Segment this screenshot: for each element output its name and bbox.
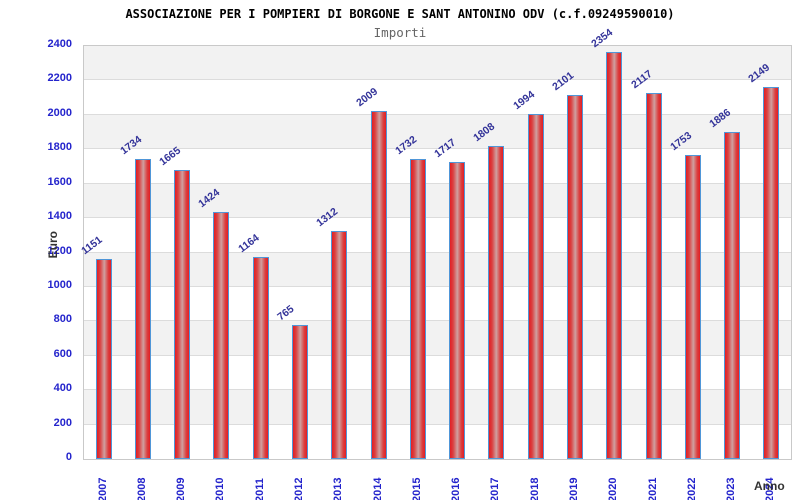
y-tick-label: 2200 (47, 72, 72, 85)
bar-2011 (252, 256, 269, 459)
y-tick-label: 1600 (47, 175, 72, 188)
chart-subtitle: Importi (373, 25, 427, 40)
x-tick-label: 2007 (96, 477, 109, 500)
y-tick-label: 800 (53, 313, 72, 326)
bar-2007 (95, 258, 112, 459)
bar-2016 (449, 161, 466, 459)
grid-band (84, 252, 791, 287)
bar-2008 (134, 158, 151, 459)
y-tick-label: 2400 (47, 38, 72, 50)
x-tick-label: 2020 (607, 477, 620, 500)
x-tick-label: 2012 (293, 477, 306, 500)
grid-band (84, 390, 791, 425)
x-tick-label: 2022 (685, 477, 698, 500)
gridline (84, 423, 791, 425)
gridline (84, 285, 791, 287)
grid-band (84, 218, 791, 253)
x-axis-title: Anno (754, 479, 785, 493)
x-tick-label: 2019 (567, 477, 580, 500)
grid-band (84, 183, 791, 219)
y-tick-label: 200 (53, 416, 72, 429)
y-tick-label: 2000 (47, 106, 72, 119)
grid-band (84, 424, 791, 459)
bar-2021 (645, 92, 662, 459)
gridline (84, 354, 791, 356)
grid-band (84, 355, 791, 391)
x-tick-label: 2008 (135, 477, 148, 500)
grid-band (84, 114, 791, 150)
grid-band (84, 286, 791, 322)
gridline (84, 389, 791, 391)
plot-area: 1151 1734 1665 1424 1164 765 1312 2009 1732 1717 1… (79, 26, 792, 460)
x-tick-label: 2009 (175, 477, 188, 500)
x-tick-label: 2016 (450, 477, 463, 500)
bar-2017 (488, 145, 505, 459)
y-axis-title: Euro (46, 231, 60, 259)
x-tick-label: 2010 (214, 477, 227, 500)
bar-2009 (174, 170, 191, 459)
bar-2022 (684, 155, 701, 459)
y-tick-label: 400 (53, 382, 72, 395)
y-tick-label: 1400 (47, 210, 72, 223)
x-tick-label: 2023 (725, 477, 738, 500)
x-tick-label: 2011 (253, 478, 266, 500)
bar-2023 (724, 132, 741, 459)
x-tick-label: 2018 (528, 477, 541, 500)
bar-2019 (566, 95, 583, 459)
bar-2024 (763, 87, 780, 459)
gridline (84, 251, 791, 253)
gridline (84, 217, 791, 219)
grid-band (84, 321, 791, 356)
bar-2012 (292, 325, 309, 459)
bar-2013 (331, 231, 348, 459)
bar-2015 (409, 158, 426, 459)
x-tick-label: 2013 (332, 477, 345, 500)
y-tick-label: 1200 (47, 244, 72, 257)
gridline (84, 320, 791, 322)
gridline (84, 182, 791, 184)
x-tick-label: 2021 (646, 477, 659, 500)
y-tick-label: 1800 (47, 141, 72, 154)
bar-2020 (606, 51, 623, 459)
gridline (84, 79, 791, 81)
x-tick-label: 2015 (410, 477, 423, 500)
bar-2018 (527, 113, 544, 459)
grid-band (84, 80, 791, 115)
x-tick-label: 2014 (371, 477, 384, 500)
gridline (84, 113, 791, 115)
gridline (84, 148, 791, 150)
y-tick-label: 600 (53, 347, 72, 360)
chart-title: ASSOCIAZIONE PER I POMPIERI DI BORGONE E… (125, 7, 675, 21)
bar-2014 (370, 111, 387, 459)
grid-band (84, 149, 791, 184)
y-tick-label: 1000 (47, 278, 72, 291)
grid-band (84, 46, 791, 81)
x-tick-label: 2017 (489, 477, 502, 500)
bar-2010 (213, 211, 230, 459)
y-tick-label: 0 (65, 451, 72, 463)
